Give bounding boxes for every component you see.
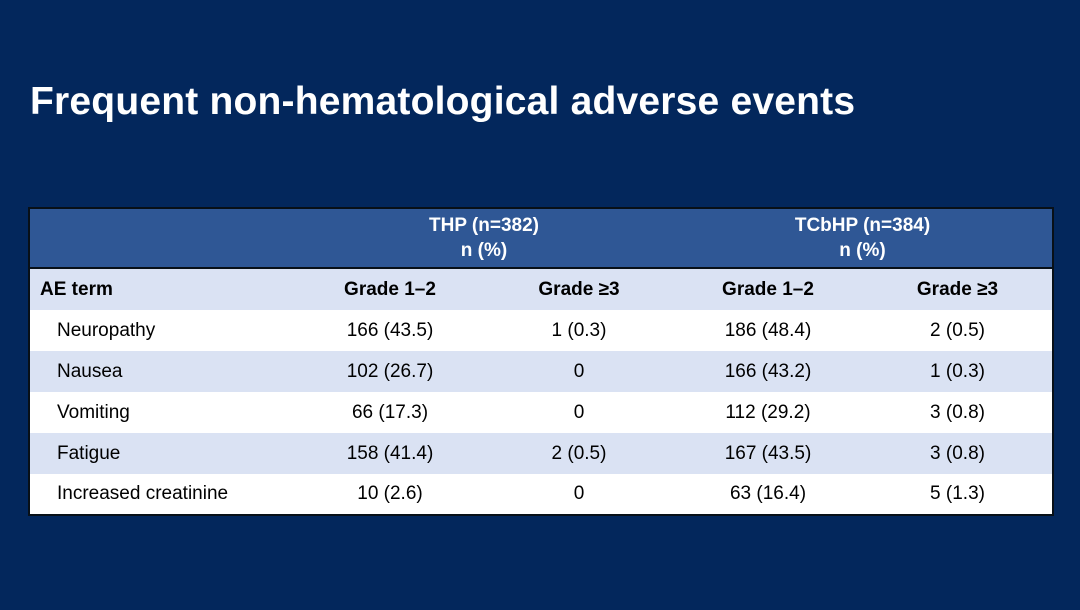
- cell-thp-grade3: 0: [485, 474, 673, 515]
- group-header-thp-name: THP (n=382): [429, 215, 539, 236]
- cell-tcbhp-grade12: 186 (48.4): [673, 310, 863, 351]
- col-header-tcbhp-grade3: Grade ≥3: [863, 268, 1054, 310]
- group-header-tcbhp: TCbHP (n=384) n (%): [673, 208, 1054, 269]
- col-header-thp-grade3: Grade ≥3: [485, 268, 673, 310]
- col-header-ae-term: AE term: [29, 268, 295, 310]
- cell-thp-grade12: 158 (41.4): [295, 433, 485, 474]
- cell-thp-grade3: 0: [485, 392, 673, 433]
- cell-tcbhp-grade12: 167 (43.5): [673, 433, 863, 474]
- cell-tcbhp-grade3: 1 (0.3): [863, 351, 1054, 392]
- slide-title: Frequent non-hematological adverse event…: [30, 80, 856, 123]
- group-header-thp-sub: n (%): [460, 240, 508, 261]
- group-header-row: THP (n=382) n (%) TCbHP (n=384) n (%): [29, 208, 1054, 269]
- col-header-thp-grade12: Grade 1–2: [295, 268, 485, 310]
- group-header-tcbhp-sub: n (%): [839, 240, 886, 261]
- table-row-neuropathy: Neuropathy 166 (43.5) 1 (0.3) 186 (48.4)…: [29, 310, 1054, 351]
- cell-tcbhp-grade3: 3 (0.8): [863, 433, 1054, 474]
- cell-ae-term: Neuropathy: [29, 310, 295, 351]
- cell-ae-term: Nausea: [29, 351, 295, 392]
- cell-tcbhp-grade3: 2 (0.5): [863, 310, 1054, 351]
- cell-thp-grade3: 0: [485, 351, 673, 392]
- group-header-thp: THP (n=382) n (%): [295, 208, 673, 269]
- cell-thp-grade3: 2 (0.5): [485, 433, 673, 474]
- cell-tcbhp-grade12: 112 (29.2): [673, 392, 863, 433]
- cell-tcbhp-grade3: 5 (1.3): [863, 474, 1054, 515]
- cell-tcbhp-grade12: 63 (16.4): [673, 474, 863, 515]
- cell-ae-term: Fatigue: [29, 433, 295, 474]
- cell-thp-grade12: 10 (2.6): [295, 474, 485, 515]
- cell-thp-grade3: 1 (0.3): [485, 310, 673, 351]
- cell-thp-grade12: 102 (26.7): [295, 351, 485, 392]
- table-row-increased-creatinine: Increased creatinine 10 (2.6) 0 63 (16.4…: [29, 474, 1054, 515]
- group-header-tcbhp-name: TCbHP (n=384): [794, 215, 931, 236]
- cell-tcbhp-grade3: 3 (0.8): [863, 392, 1054, 433]
- cell-thp-grade12: 166 (43.5): [295, 310, 485, 351]
- table-row-fatigue: Fatigue 158 (41.4) 2 (0.5) 167 (43.5) 3 …: [29, 433, 1054, 474]
- group-header-spacer: [29, 208, 295, 269]
- adverse-events-table: THP (n=382) n (%) TCbHP (n=384) n (%) AE…: [28, 207, 1055, 516]
- table-row-nausea: Nausea 102 (26.7) 0 166 (43.2) 1 (0.3): [29, 351, 1054, 392]
- col-header-tcbhp-grade12: Grade 1–2: [673, 268, 863, 310]
- cell-tcbhp-grade12: 166 (43.2): [673, 351, 863, 392]
- cell-ae-term: Vomiting: [29, 392, 295, 433]
- cell-thp-grade12: 66 (17.3): [295, 392, 485, 433]
- table-row-vomiting: Vomiting 66 (17.3) 0 112 (29.2) 3 (0.8): [29, 392, 1054, 433]
- column-header-row: AE term Grade 1–2 Grade ≥3 Grade 1–2 Gra…: [29, 268, 1054, 310]
- cell-ae-term: Increased creatinine: [29, 474, 295, 515]
